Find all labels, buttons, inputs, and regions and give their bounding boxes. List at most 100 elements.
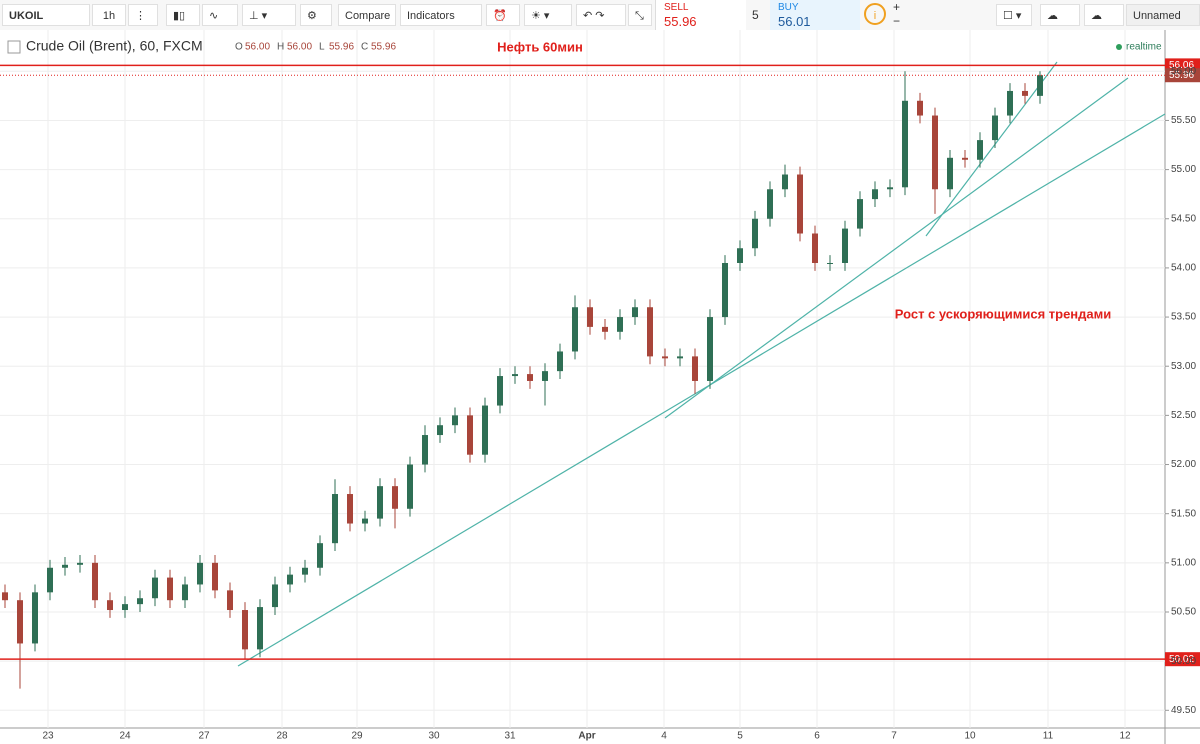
chart-background	[0, 30, 1200, 744]
ohlc-value: 56.00	[287, 42, 312, 53]
candle-body	[467, 415, 473, 455]
candle-body	[647, 307, 653, 357]
y-tick-label: 55.50	[1171, 115, 1196, 126]
annotation: Нефть 60мин	[497, 39, 583, 54]
candle-body	[557, 351, 563, 372]
x-tick-label: 29	[351, 731, 363, 742]
candle-body	[797, 174, 803, 234]
sell-label: SELL	[664, 2, 689, 13]
settings-button[interactable]: ⚙	[300, 4, 332, 26]
candle-body	[332, 494, 338, 544]
x-tick-label: 30	[428, 731, 440, 742]
candle-body	[512, 374, 518, 377]
candle-body	[662, 356, 668, 359]
drawing-button[interactable]: ⊥ ▾	[242, 4, 296, 26]
candle-body	[2, 592, 8, 601]
line-button[interactable]: ∿	[202, 4, 238, 26]
trend-line	[925, 61, 1058, 237]
trend-line	[237, 113, 1166, 667]
fullscreen-button[interactable]: ⤡	[628, 4, 652, 26]
y-tick-label: 55.00	[1171, 164, 1196, 175]
candle-body	[47, 567, 53, 593]
candle-body	[122, 604, 128, 611]
candle-body	[62, 564, 68, 568]
buy-price: 56.01	[778, 14, 811, 29]
candle-body	[677, 356, 683, 359]
candle-body	[857, 199, 863, 229]
annotation: Рост с ускоряющимися трендами	[895, 306, 1112, 321]
candle-body	[587, 307, 593, 327]
save-button[interactable]: ☁	[1084, 4, 1124, 26]
candle-body	[452, 415, 458, 426]
alert-button[interactable]: ⏰	[486, 4, 520, 26]
candle-body	[782, 174, 788, 190]
ohlc-value: 56.00	[245, 42, 270, 53]
y-tick-label: 54.50	[1171, 213, 1196, 224]
candle-body	[392, 486, 398, 509]
price-label: 50.02	[1169, 654, 1194, 665]
ohlc-value: 55.96	[329, 42, 354, 53]
candles	[2, 71, 1043, 689]
candle-body	[707, 317, 713, 381]
buy-button[interactable]: BUY 56.01	[770, 0, 860, 30]
x-tick-label: 31	[504, 731, 516, 742]
candle-body	[317, 543, 323, 568]
load-button[interactable]: ☁	[1040, 4, 1080, 26]
candle-body	[872, 189, 878, 200]
info-icon[interactable]: i	[864, 3, 886, 25]
candle-body	[257, 607, 263, 650]
undo-redo[interactable]: ↶ ↷	[576, 4, 626, 26]
y-tick-label: 50.00	[1171, 656, 1196, 667]
color-button[interactable]: ☐ ▾	[996, 4, 1032, 26]
sell-button[interactable]: SELL 55.96	[655, 0, 746, 30]
symbol-input[interactable]: UKOIL	[2, 4, 90, 26]
candle-body	[827, 262, 833, 264]
x-tick-label: 28	[276, 731, 288, 742]
y-tick-label: 53.00	[1171, 361, 1196, 372]
candle-body	[482, 405, 488, 455]
price-label-box	[1165, 68, 1200, 83]
realtime-status: realtime	[1126, 42, 1162, 53]
candle-body	[617, 317, 623, 332]
candle-body	[542, 371, 548, 381]
ohlc-value: 55.96	[371, 42, 396, 53]
candle-body	[977, 140, 983, 160]
candle-body	[917, 100, 923, 116]
ideas-button[interactable]: ☀ ▾	[524, 4, 572, 26]
candle-body	[1022, 90, 1028, 96]
y-tick-label: 49.50	[1171, 705, 1196, 716]
x-tick-label: 11	[1043, 731, 1054, 742]
collapse-icon[interactable]	[7, 40, 21, 54]
layout-name[interactable]: Unnamed	[1126, 4, 1200, 26]
candle-body	[752, 218, 758, 249]
x-tick-label: 27	[198, 731, 210, 742]
candle-body	[1037, 75, 1043, 96]
candle-body	[167, 577, 173, 601]
y-tick-label: 51.00	[1171, 557, 1196, 568]
candle-body	[887, 187, 893, 190]
candle-body	[527, 374, 533, 381]
zoom-buttons[interactable]: + −	[893, 0, 901, 28]
candle-body	[902, 100, 908, 188]
x-tick-label: 12	[1119, 731, 1131, 742]
indicators-button[interactable]: Indicators	[400, 4, 482, 26]
candle-body	[962, 157, 968, 160]
ohlc-legend: O 56.00 H 56.00 L 55.96 C 55.96	[235, 42, 396, 53]
sell-price: 55.96	[664, 14, 697, 29]
interval-button[interactable]: 1h	[92, 4, 126, 26]
candle-body	[497, 376, 503, 406]
candles-button[interactable]: ▮▯	[166, 4, 200, 26]
compare-button[interactable]: Compare	[338, 4, 396, 26]
y-tick-label: 53.50	[1171, 312, 1196, 323]
chart: 56.06 50.02 55.96 Crude Oil (Brent), 60, F…	[0, 30, 1200, 744]
interval-menu[interactable]: ⋮ ▾	[128, 4, 158, 44]
candle-body	[107, 600, 113, 611]
candle-body	[407, 464, 413, 509]
candle-body	[377, 486, 383, 519]
candle-body	[242, 610, 248, 650]
spread: 5	[752, 8, 759, 22]
candle-body	[77, 562, 83, 565]
candle-body	[947, 157, 953, 190]
y-tick-label: 52.50	[1171, 410, 1196, 421]
candle-body	[272, 584, 278, 608]
